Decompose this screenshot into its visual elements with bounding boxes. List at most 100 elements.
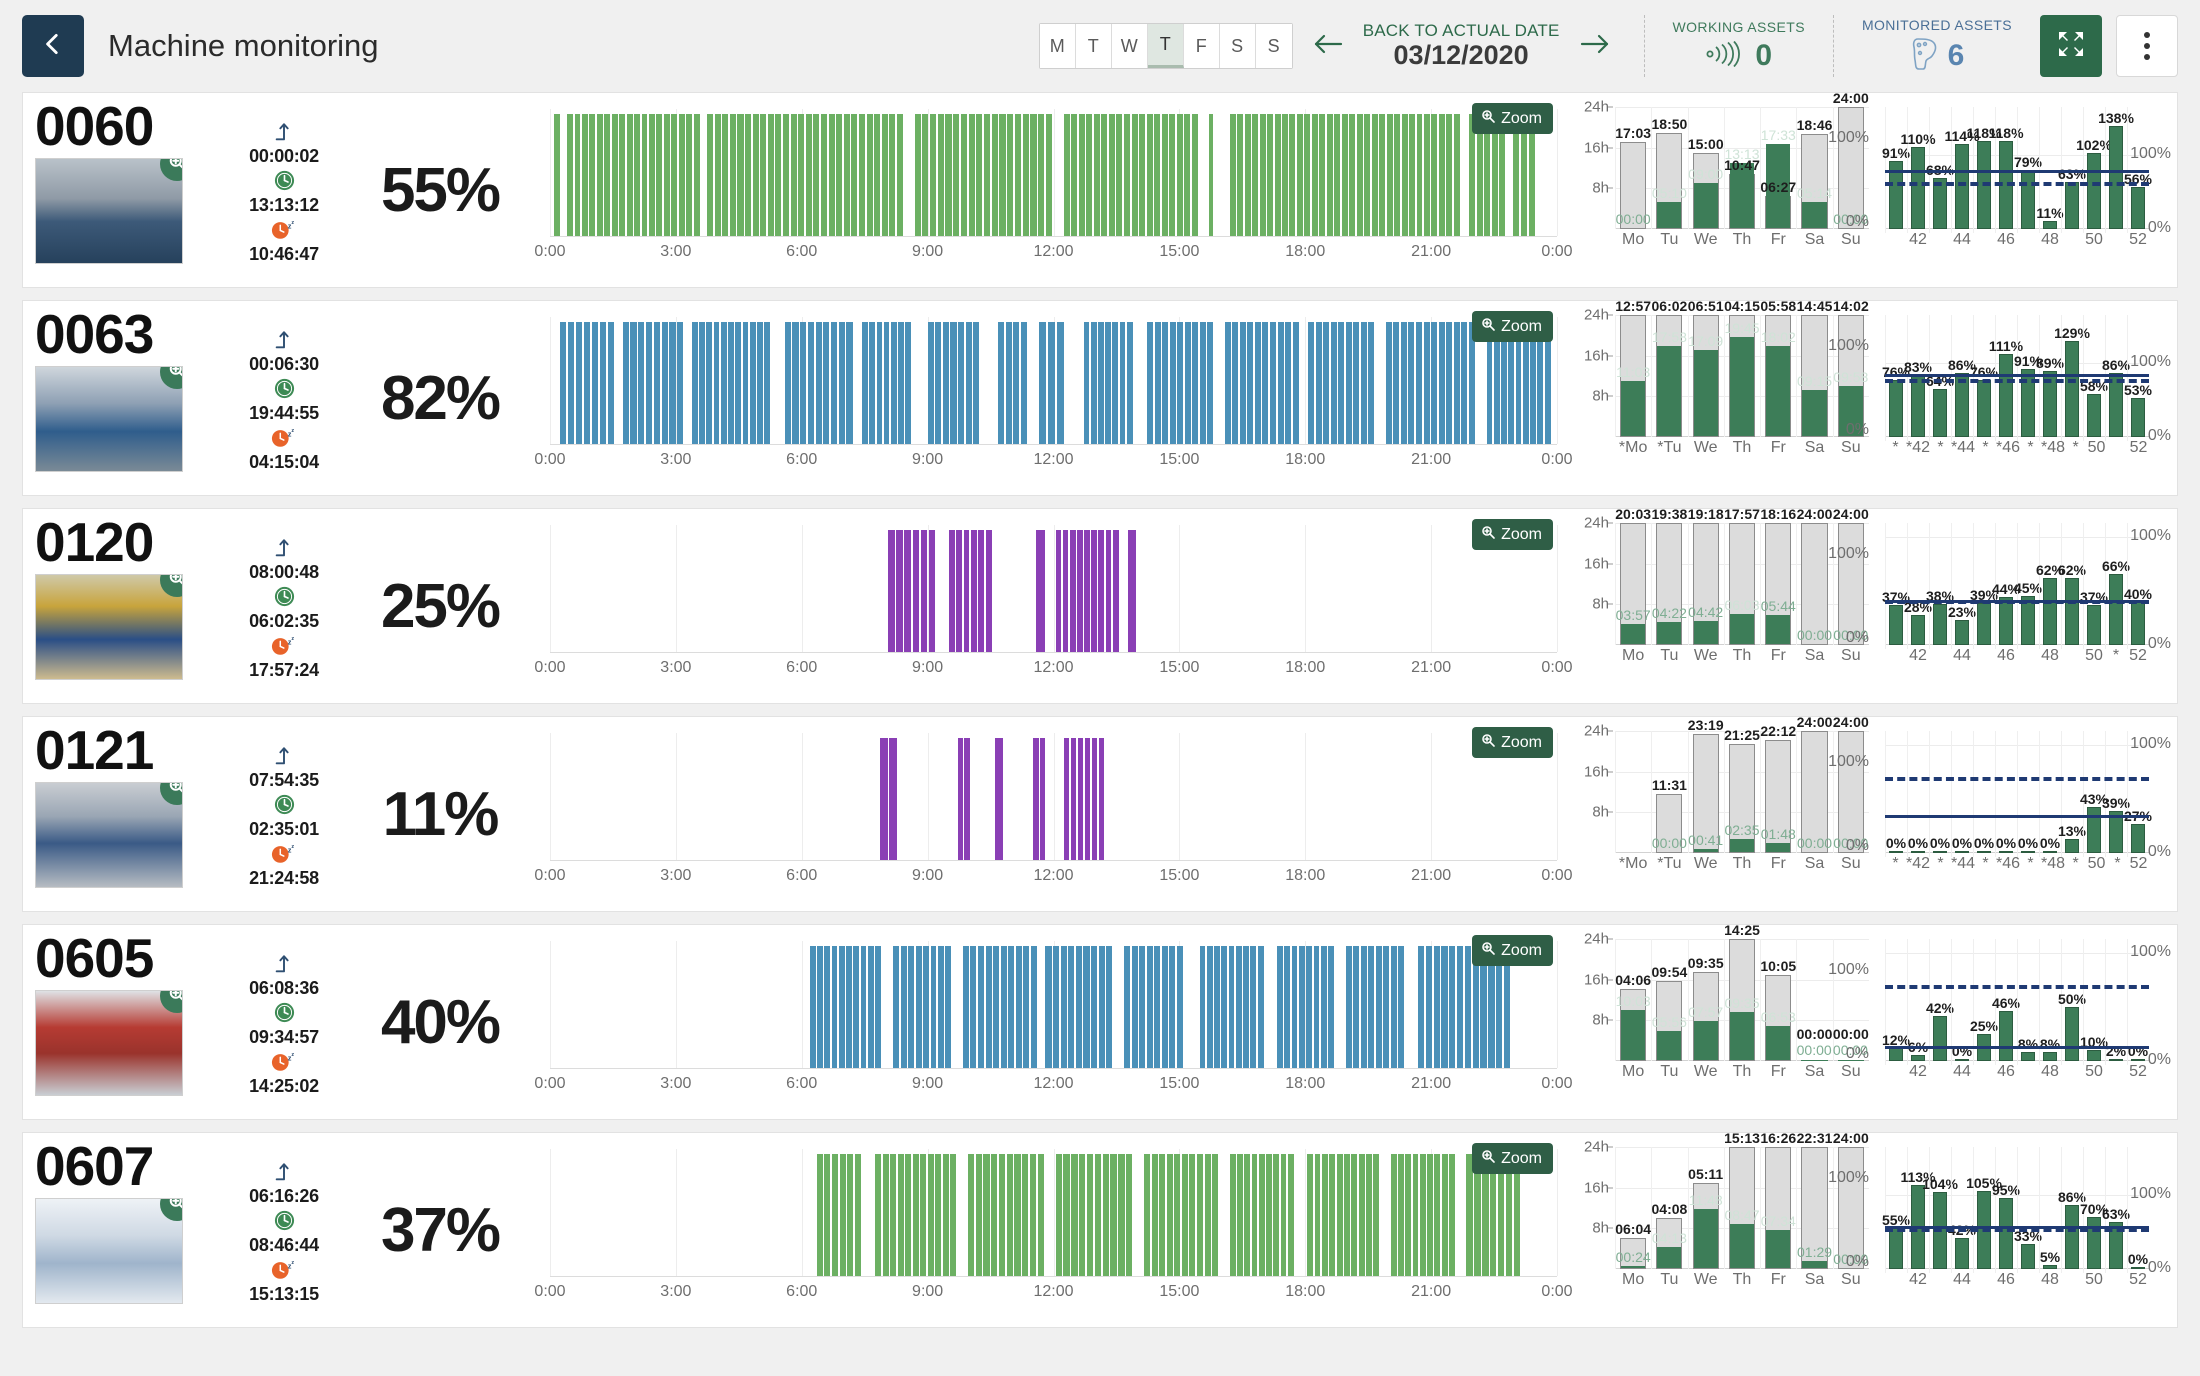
weekday-bar[interactable]: 01:48 22:12 bbox=[1760, 723, 1796, 853]
week-bar[interactable]: 43% bbox=[2080, 791, 2108, 853]
weekday-bar[interactable]: 03:57 20:03 bbox=[1615, 506, 1651, 645]
weekday-bar[interactable]: 04:22 19:38 bbox=[1652, 506, 1687, 645]
week-bar[interactable]: 79% bbox=[2014, 154, 2042, 229]
week-bar[interactable]: 70% bbox=[2080, 1201, 2108, 1269]
machine-thumbnail[interactable] bbox=[35, 158, 183, 264]
weekday-w[interactable]: W bbox=[1111, 24, 1148, 68]
fullscreen-toggle-button[interactable] bbox=[2040, 15, 2102, 77]
week-bar[interactable]: 64% bbox=[1926, 373, 1954, 437]
week-bar[interactable]: 25% bbox=[1970, 1018, 1998, 1061]
weekday-bar[interactable]: 05:14 18:46 bbox=[1797, 117, 1832, 229]
weekday-bar[interactable]: 19:45 04:15 bbox=[1724, 298, 1760, 437]
machine-thumbnail[interactable] bbox=[35, 574, 183, 680]
week-bar[interactable]: 53% bbox=[2124, 382, 2152, 437]
week-bar[interactable]: 110% bbox=[1900, 131, 1936, 229]
weekday-bar[interactable]: 00:00 24:00 bbox=[1833, 90, 1869, 229]
week-bar[interactable]: 0% bbox=[2040, 835, 2060, 853]
timeline-zoom-button[interactable]: Zoom bbox=[1472, 727, 1553, 758]
week-bar[interactable]: 5% bbox=[2040, 1249, 2060, 1269]
weekday-bar[interactable]: 04:13 04:08 bbox=[1652, 1201, 1687, 1269]
week-bar[interactable]: 91% bbox=[1882, 145, 1910, 229]
week-bar[interactable]: 129% bbox=[2054, 325, 2090, 437]
thumbnail-zoom-button[interactable] bbox=[160, 367, 182, 389]
machine-row[interactable]: 0120 08:00:48 06:02:35 z z 17:57:24 25% Zoom 0:0… bbox=[22, 506, 2178, 704]
week-bar[interactable]: 2% bbox=[2106, 1043, 2126, 1061]
week-bar[interactable]: 45% bbox=[2014, 580, 2042, 645]
week-bar[interactable]: 50% bbox=[2058, 991, 2086, 1061]
machine-row[interactable]: 0060 00:00:02 13:13:12 z z 10:46:47 55% Zoom 0:0… bbox=[22, 90, 2178, 288]
day-timeline[interactable]: Zoom 0:00 3:00 6:00 9:00 12:00 15:00 18:00 21:00… bbox=[534, 93, 1573, 287]
week-bar[interactable]: 58% bbox=[2080, 378, 2108, 437]
weekday-bar[interactable]: 05:44 18:16 bbox=[1760, 506, 1796, 645]
weekday-bar[interactable]: 07:34 16:26 bbox=[1760, 1130, 1796, 1269]
next-day-button[interactable] bbox=[1560, 31, 1630, 61]
day-timeline[interactable]: Zoom 0:00 3:00 6:00 9:00 12:00 15:00 18:00 21:00… bbox=[534, 925, 1573, 1119]
weekday-f[interactable]: F bbox=[1183, 24, 1220, 68]
weekday-bar[interactable]: 08:47 15:13 bbox=[1724, 1130, 1760, 1269]
weekday-bar[interactable]: 17:33 06:27 bbox=[1760, 127, 1796, 229]
thumbnail-zoom-button[interactable] bbox=[160, 159, 182, 181]
weekday-bar[interactable]: 06:03 17:57 bbox=[1724, 506, 1760, 645]
week-bar[interactable]: 86% bbox=[1948, 357, 1976, 437]
week-bar[interactable]: 37% bbox=[2080, 589, 2108, 645]
week-bar[interactable]: 38% bbox=[1926, 588, 1954, 645]
week-bar[interactable]: 42% bbox=[1926, 1000, 1954, 1061]
weekday-bar[interactable]: 09:35 14:25 bbox=[1724, 922, 1760, 1061]
week-bar[interactable]: 86% bbox=[2102, 357, 2130, 437]
week-bar[interactable]: 44% bbox=[1992, 581, 2020, 645]
week-bar[interactable]: 0% bbox=[2128, 1043, 2148, 1061]
weekday-bar[interactable]: 05:10 18:50 bbox=[1652, 116, 1687, 229]
week-bar[interactable]: 56% bbox=[2124, 171, 2152, 229]
machine-row[interactable]: 0607 06:16:26 08:46:44 z z 15:13:15 37% Zoom 0:0… bbox=[22, 1130, 2178, 1328]
weekday-t2[interactable]: T bbox=[1147, 24, 1184, 68]
weekday-bar[interactable]: 11:48 05:11 bbox=[1688, 1166, 1723, 1269]
machine-row[interactable]: 0121 07:54:35 02:35:01 z z 21:24:58 11% Zoom 0:0… bbox=[22, 714, 2178, 912]
week-bar[interactable]: 39% bbox=[1970, 587, 1998, 645]
weekday-bar[interactable]: 11:03 12:57 bbox=[1615, 298, 1651, 437]
weekday-bar[interactable]: 07:57 09:35 bbox=[1688, 955, 1724, 1061]
week-bar[interactable]: 83% bbox=[1904, 359, 1932, 437]
overflow-menu-button[interactable] bbox=[2116, 15, 2178, 77]
week-bar[interactable]: 46% bbox=[1992, 995, 2020, 1061]
weekday-bar[interactable]: 02:35 21:25 bbox=[1724, 727, 1760, 853]
weekday-bar[interactable]: 05:56 09:54 bbox=[1652, 964, 1687, 1061]
weekday-bar[interactable]: 00:00 24:00 bbox=[1833, 714, 1869, 853]
thumbnail-zoom-button[interactable] bbox=[160, 1199, 182, 1221]
weekday-bar[interactable]: 00:00 11:31 bbox=[1652, 777, 1687, 853]
date-display[interactable]: BACK TO ACTUAL DATE 03/12/2020 bbox=[1363, 21, 1560, 72]
machine-row[interactable]: 0605 06:08:36 09:34:57 z z 14:25:02 40% Zoom 0:0… bbox=[22, 922, 2178, 1120]
week-bar[interactable]: 0% bbox=[2018, 835, 2038, 853]
week-bar[interactable]: 13% bbox=[2058, 823, 2086, 853]
week-bar[interactable]: 11% bbox=[2036, 205, 2064, 229]
weekday-bar[interactable]: 13:13 10:47 bbox=[1724, 146, 1760, 229]
week-bar[interactable]: 76% bbox=[1882, 364, 1910, 437]
machine-thumbnail[interactable] bbox=[35, 1198, 183, 1304]
thumbnail-zoom-button[interactable] bbox=[160, 575, 182, 597]
week-bar[interactable]: 102% bbox=[2076, 137, 2112, 229]
week-bar[interactable]: 89% bbox=[2036, 355, 2064, 437]
week-bar[interactable]: 23% bbox=[1948, 604, 1976, 645]
day-timeline[interactable]: Zoom 0:00 3:00 6:00 9:00 12:00 15:00 18:00 21:00… bbox=[534, 509, 1573, 703]
machine-thumbnail[interactable] bbox=[35, 366, 183, 472]
week-bar[interactable]: 12% bbox=[1882, 1032, 1910, 1061]
week-bar[interactable]: 0% bbox=[2128, 1251, 2148, 1269]
week-bar[interactable]: 8% bbox=[2040, 1036, 2060, 1061]
weekday-bar[interactable]: 06:53 10:05 bbox=[1760, 958, 1796, 1061]
week-bar[interactable]: 86% bbox=[2058, 1189, 2086, 1269]
week-bar[interactable]: 114% bbox=[1944, 128, 1980, 229]
week-bar[interactable]: 138% bbox=[2098, 110, 2134, 229]
week-bar[interactable]: 6% bbox=[1908, 1039, 1928, 1061]
week-bar[interactable]: 0% bbox=[1886, 835, 1906, 853]
week-bar[interactable]: 39% bbox=[2102, 795, 2130, 853]
week-bar[interactable]: 33% bbox=[2014, 1228, 2042, 1269]
weekday-bar[interactable]: 17:09 06:51 bbox=[1688, 298, 1724, 437]
week-bar[interactable]: 8% bbox=[2018, 1036, 2038, 1061]
weekday-bar[interactable]: 00:00 17:03 bbox=[1615, 125, 1651, 229]
thumbnail-zoom-button[interactable] bbox=[160, 991, 182, 1013]
weekday-bar[interactable]: 01:29 22:31 bbox=[1797, 1130, 1832, 1269]
weekday-bar[interactable]: 18:02 05:58 bbox=[1760, 298, 1796, 437]
day-timeline[interactable]: Zoom 0:00 3:00 6:00 9:00 12:00 15:00 18:00 21:00… bbox=[534, 717, 1573, 911]
week-bar[interactable]: 91% bbox=[2014, 353, 2042, 437]
weekday-bar[interactable]: 00:00 24:00 bbox=[1833, 1130, 1869, 1269]
week-bar[interactable]: 55% bbox=[1882, 1212, 1910, 1269]
